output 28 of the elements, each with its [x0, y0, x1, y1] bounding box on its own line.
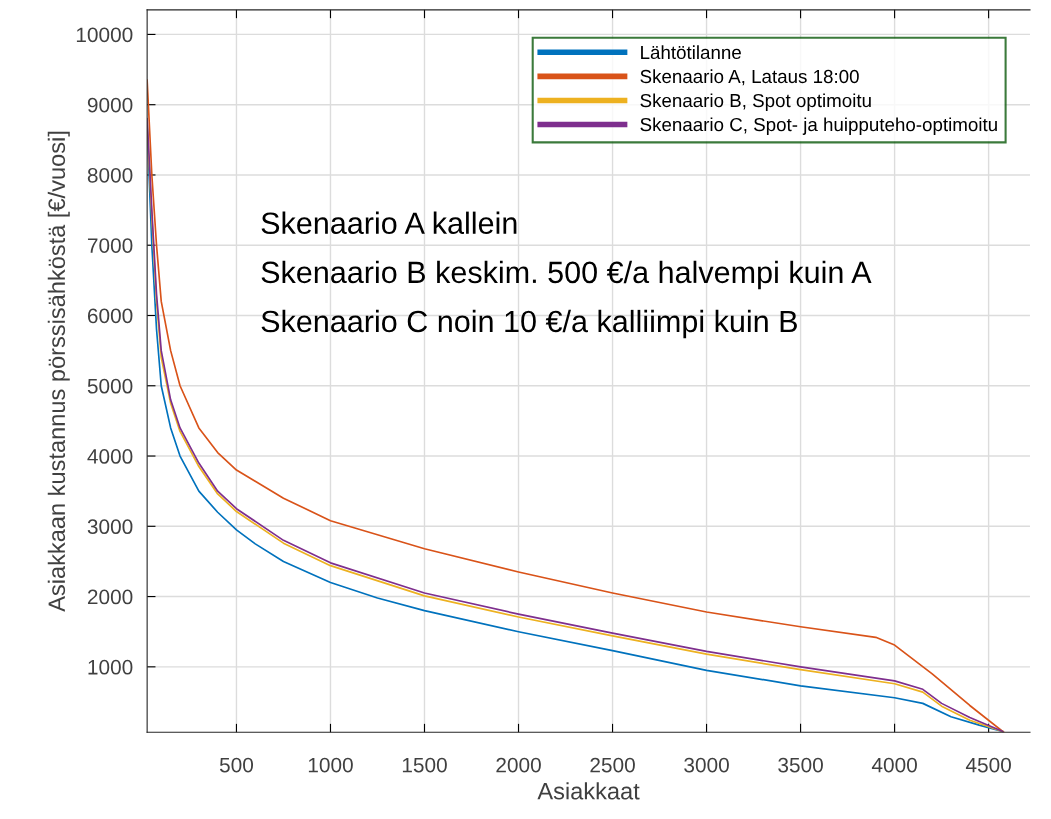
- y-tick-label: 2000: [87, 589, 133, 605]
- x-tick-label: 500: [219, 757, 254, 773]
- x-tick-label: 1500: [402, 757, 447, 773]
- annotation: Skenaario C noin 10 €/a kalliimpi kuin B: [261, 309, 797, 339]
- y-tick-label: 7000: [87, 238, 133, 253]
- x-axis-title: Asiakkaat: [537, 782, 640, 800]
- x-tick-label: 3000: [684, 757, 729, 773]
- y-tick-label: 3000: [87, 519, 133, 535]
- y-tick-label: 5000: [87, 378, 133, 394]
- y-tick-label: 4000: [87, 449, 133, 464]
- legend-label: Skenaario C, Spot- ja huipputeho-optimoitu: [640, 117, 997, 135]
- x-tick-label: 2000: [496, 757, 541, 773]
- x-tick-label: 2500: [590, 757, 635, 773]
- y-tick-label: 8000: [87, 167, 133, 183]
- annotation: Skenaario A kallein: [261, 211, 517, 235]
- legend-label: Skenaario B, Spot optimoitu: [640, 93, 871, 111]
- x-tick-label: 4000: [871, 757, 917, 773]
- legend-label: Skenaario A, Lataus 18:00: [640, 69, 859, 86]
- annotation: Skenaario B keskim. 500 €/a halvempi kuin A: [261, 260, 872, 290]
- x-tick-label: 4500: [965, 757, 1011, 773]
- y-tick-label: 1000: [88, 659, 133, 675]
- y-axis-title: Asiakkaan kustannus pörssisähköstä [€/vuosi]: [47, 131, 70, 612]
- y-tick-label: 10000: [76, 27, 133, 43]
- legend-label: Lähtötilanne: [641, 45, 741, 60]
- x-tick-label: 1000: [308, 757, 353, 773]
- y-tick-label: 9000: [87, 97, 133, 113]
- x-tick-label: 3500: [778, 757, 823, 773]
- y-tick-label: 6000: [87, 308, 133, 324]
